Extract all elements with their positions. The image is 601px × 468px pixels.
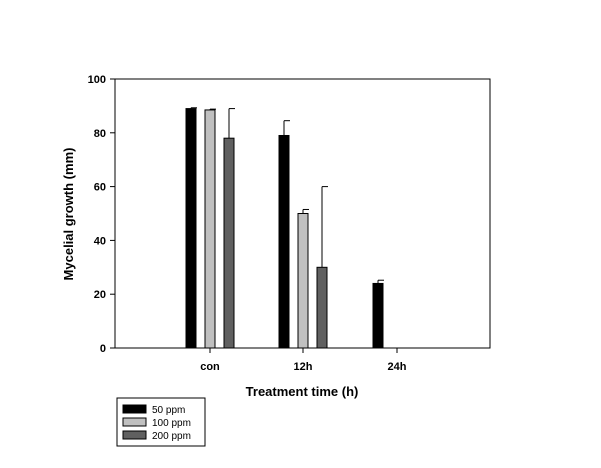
legend-swatch [122,430,147,440]
x-tick-label: 24h [388,361,407,373]
x-axis: con 12h 24h [200,348,407,373]
y-axis-title: Mycelial growth (mm) [61,148,76,281]
error-bars [190,107,384,284]
bar [297,213,309,349]
bar [223,137,235,349]
x-tick-label: 12h [294,361,313,373]
y-tick-label: 100 [88,74,106,86]
legend-swatch [122,404,147,414]
legend: 50 ppm 100 ppm 200 ppm [116,397,206,447]
bar [185,108,197,349]
legend-label: 100 ppm [152,418,191,429]
bar [316,266,328,349]
bar [204,109,216,349]
x-axis-title: Treatment time (h) [246,384,359,399]
x-tick-label: con [200,361,220,373]
y-tick-label: 40 [94,235,106,247]
y-axis: 0 20 40 60 80 100 [88,74,115,355]
y-tick-label: 80 [94,128,106,140]
bars [185,108,384,349]
legend-swatch [122,417,147,427]
bar [278,134,290,349]
y-tick-label: 0 [100,343,106,355]
y-tick-label: 60 [94,182,106,194]
legend-label: 200 ppm [152,431,191,442]
y-tick-label: 20 [94,289,106,301]
bar [372,282,384,349]
legend-label: 50 ppm [152,405,185,416]
